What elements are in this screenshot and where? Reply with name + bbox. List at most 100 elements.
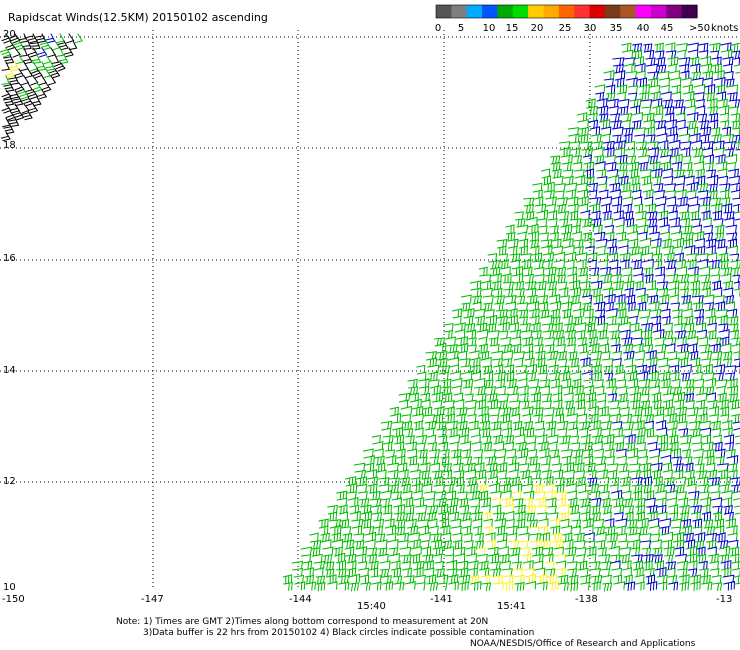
wind-barb [657, 210, 669, 221]
wind-barb [581, 370, 593, 380]
wind-barb [691, 442, 703, 451]
wind-barb [658, 71, 670, 80]
wind-barb [493, 441, 505, 450]
wind-barb [709, 560, 720, 570]
wind-barb [449, 441, 459, 450]
wind-barb [645, 57, 656, 67]
wind-barb [602, 287, 614, 297]
wind-barb [597, 329, 608, 340]
wind-barb [394, 441, 405, 451]
wind-barb [378, 483, 390, 493]
wind-barb [713, 441, 723, 452]
wind-barb [420, 392, 431, 402]
wind-barb [528, 456, 538, 466]
wind-barb [675, 189, 687, 199]
wind-barb [472, 449, 484, 458]
wind-barb [719, 554, 730, 564]
wind-barb [563, 245, 575, 254]
wind-barb [491, 427, 502, 437]
wind-barb [595, 92, 605, 101]
wind-barb [665, 119, 677, 129]
wind-barb [340, 526, 352, 535]
wind-barb [649, 161, 661, 171]
wind-barb [685, 546, 698, 556]
wind-barb [650, 539, 663, 548]
wind-barb [687, 49, 699, 58]
wind-barb [594, 385, 605, 395]
wind-barb [480, 280, 492, 290]
wind-barb [720, 414, 730, 423]
wind-barb [608, 400, 620, 409]
wind-barb [434, 413, 444, 424]
wind-barb [8, 33, 21, 44]
wind-barb [632, 43, 643, 53]
wind-barb [633, 567, 644, 577]
wind-barb [445, 344, 458, 354]
wind-barb [435, 490, 447, 500]
wind-barb [536, 434, 548, 444]
wind-barb [711, 351, 723, 360]
wind-barb [505, 232, 516, 242]
wind-barb [667, 280, 680, 290]
wind-barb [487, 399, 499, 409]
wind-barb [461, 302, 471, 312]
wind-barb [610, 344, 621, 353]
wind-barb [447, 574, 459, 584]
wind-barb [723, 580, 736, 591]
wind-barb [707, 252, 718, 261]
wind-barb [627, 385, 640, 395]
legend-tick-10: 10 [483, 23, 496, 34]
wind-barb [487, 253, 498, 262]
wind-barb [545, 490, 556, 500]
wind-barb [593, 231, 606, 241]
wind-barb [625, 442, 636, 452]
wind-barb [692, 518, 703, 529]
wind-barb [691, 371, 703, 381]
wind-barb [12, 110, 25, 121]
wind-barb [656, 351, 666, 360]
wind-barb [556, 204, 566, 214]
wind-barb [641, 106, 652, 115]
wind-barb [634, 56, 645, 66]
wind-barb [526, 364, 538, 374]
wind-barb [398, 399, 409, 408]
wind-barb [400, 405, 413, 415]
wind-barb [589, 568, 601, 577]
wind-barb [679, 581, 690, 592]
lon-label-135: -13 [716, 594, 732, 605]
wind-barb [721, 497, 733, 507]
wind-barb [691, 364, 702, 374]
legend-color-swatch [497, 5, 514, 18]
wind-barb [684, 469, 695, 479]
wind-barb [436, 358, 448, 368]
wind-barb [450, 525, 462, 535]
wind-barb [707, 400, 718, 409]
wind-barb [509, 253, 521, 263]
wind-barb [428, 518, 438, 528]
longitude-labels: -150 -147 -144 -141 -138 -13 [2, 594, 732, 605]
wind-barb [713, 77, 726, 87]
wind-barb [506, 308, 518, 318]
wind-barb [592, 441, 603, 450]
wind-barb [521, 259, 532, 270]
wind-barb [684, 175, 695, 184]
wind-barb [552, 322, 563, 333]
wind-barb [501, 420, 512, 430]
wind-barb [627, 308, 640, 318]
wind-barb [514, 218, 526, 228]
wind-barb [479, 567, 490, 577]
wind-barb [714, 525, 725, 535]
wind-barb [713, 147, 725, 157]
wind-barb [442, 469, 453, 479]
wind-barb [585, 399, 597, 409]
wind-barb [3, 124, 15, 135]
wind-barb [639, 316, 649, 325]
wind-barb [506, 456, 517, 465]
wind-barb [730, 477, 740, 486]
wind-barb [711, 280, 722, 291]
wind-barb [19, 47, 28, 57]
wind-barb [490, 421, 502, 431]
wind-barb [495, 456, 506, 465]
wind-barb [605, 308, 618, 317]
wind-barb [709, 42, 721, 53]
